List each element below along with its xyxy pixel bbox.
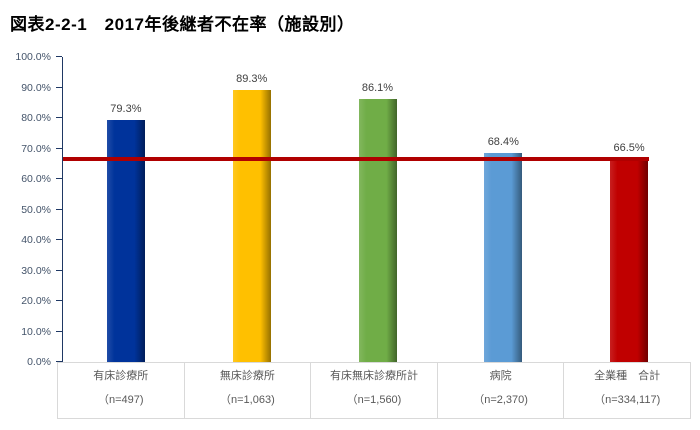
bar xyxy=(358,99,397,362)
y-axis-label: 40.0% xyxy=(21,234,51,246)
y-axis-label: 80.0% xyxy=(21,112,51,124)
y-axis-label: 90.0% xyxy=(21,81,51,94)
reference-line xyxy=(63,157,650,162)
y-axis-tick xyxy=(56,147,62,149)
bar xyxy=(232,89,271,362)
y-axis-tick xyxy=(56,269,62,271)
category-n-label: （n=1,063) xyxy=(220,394,275,406)
category-cell: 全業種 合計 （n=334,117) xyxy=(563,363,690,418)
y-axis-label: 70.0% xyxy=(21,142,51,155)
category-n-label: （n=1,560) xyxy=(346,394,402,406)
category-label: 無床診療所 xyxy=(219,370,275,382)
plot-area: 0.0% 10.0% 20.0% 30.0% 40.0% 50.0% 60.0% 70.0% 8… xyxy=(15,51,692,368)
category-cell: 病院 （n=2,370) xyxy=(436,363,564,418)
y-axis-label: 50.0% xyxy=(21,203,51,216)
category-n-label: （n=497) xyxy=(98,394,144,406)
category-label: 全業種 合計 xyxy=(594,370,661,382)
category-cell: 有床診療所 （n=497) xyxy=(58,363,184,418)
y-axis-label: 60.0% xyxy=(21,173,51,185)
y-axis-label: 100.0% xyxy=(15,51,51,63)
category-label: 有床診療所 xyxy=(93,370,149,382)
data-label: 68.4% xyxy=(487,136,519,149)
chart-title: 図表2-2-1 2017年後継者不在率（施設別） xyxy=(10,15,355,34)
y-axis-tick xyxy=(56,300,62,301)
data-label: 79.3% xyxy=(110,103,142,116)
y-axis-label: 20.0% xyxy=(21,295,51,307)
data-label: 86.1% xyxy=(361,82,394,95)
category-axis: 有床診療所 （n=497) 無床診療所 （n=1,063) 有床無床診療所計 （n=1,5… xyxy=(57,362,691,419)
y-axis-tick xyxy=(56,117,62,118)
y-axis-tick xyxy=(56,86,62,88)
y-axis-tick xyxy=(56,239,62,240)
data-label: 89.3% xyxy=(236,72,268,85)
y-axis-label: 0.0% xyxy=(27,356,51,368)
category-n-label: （n=2,370) xyxy=(473,394,528,406)
y-axis-tick xyxy=(56,56,62,57)
category-cell: 有床無床診療所計 （n=1,560) xyxy=(310,363,437,418)
category-n-label: （n=334,117) xyxy=(594,394,661,406)
y-axis-label: 30.0% xyxy=(21,264,51,277)
category-label: 病院 xyxy=(489,370,512,382)
y-axis-tick xyxy=(56,208,62,210)
category-label: 有床無床診療所計 xyxy=(329,370,418,382)
category-cell: 無床診療所 （n=1,063) xyxy=(183,363,311,418)
y-axis-tick xyxy=(56,361,62,362)
y-axis-label: 10.0% xyxy=(21,325,51,338)
y-axis-tick xyxy=(56,330,62,332)
data-label: 66.5% xyxy=(613,142,645,155)
bar xyxy=(484,153,523,362)
y-axis-tick xyxy=(56,178,62,179)
bar xyxy=(610,159,649,362)
